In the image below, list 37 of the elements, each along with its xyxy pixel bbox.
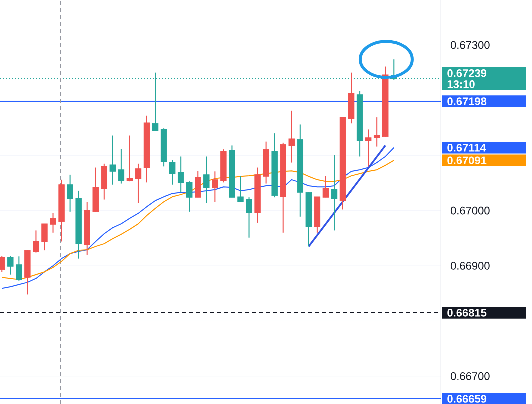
line-series xyxy=(2,147,395,290)
candlestick xyxy=(110,135,116,186)
candlestick xyxy=(212,171,218,202)
candlestick xyxy=(8,256,14,276)
candlestick xyxy=(331,154,338,232)
ref-line-label: 0.66659 xyxy=(448,395,487,403)
candlestick xyxy=(33,230,40,254)
candlestick xyxy=(42,224,48,252)
candlestick xyxy=(246,197,252,238)
y-tick-label: 0.67000 xyxy=(450,206,490,215)
y-tick-label: 0.67300 xyxy=(450,41,490,50)
candlestick xyxy=(126,135,134,182)
candlestick xyxy=(67,174,74,212)
ref-line-label: 0.67198 xyxy=(448,98,487,106)
candlestick xyxy=(118,148,125,184)
candlestick xyxy=(288,110,295,164)
ref-line-label: 0.66815 xyxy=(448,309,487,317)
candlestick xyxy=(50,212,56,234)
candlestick xyxy=(101,163,108,200)
candlestick xyxy=(322,176,330,198)
text: 0.67114 xyxy=(448,144,486,152)
candlestick xyxy=(0,256,6,273)
candlestick xyxy=(169,160,176,186)
text: 0.67091 xyxy=(448,156,487,164)
y-tick-label: 0.66900 xyxy=(450,262,490,270)
text: 13:10 xyxy=(448,80,475,88)
candlestick xyxy=(365,129,372,168)
ref-line-label: 0.67239 xyxy=(448,70,487,78)
candlestick xyxy=(195,170,202,198)
candlestick xyxy=(204,156,210,204)
candlestick xyxy=(178,156,184,194)
candlestick xyxy=(135,163,142,204)
candlestick xyxy=(16,256,22,282)
candlestick xyxy=(374,117,380,148)
candlestick xyxy=(186,181,193,212)
candlestick xyxy=(238,176,244,202)
y-tick-label: 0.66700 xyxy=(450,372,490,380)
